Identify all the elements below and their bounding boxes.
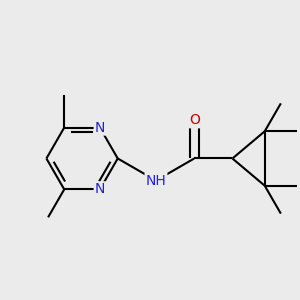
Text: N: N — [95, 121, 105, 135]
Text: O: O — [189, 113, 200, 127]
Text: N: N — [95, 182, 105, 197]
Text: NH: NH — [146, 174, 166, 188]
